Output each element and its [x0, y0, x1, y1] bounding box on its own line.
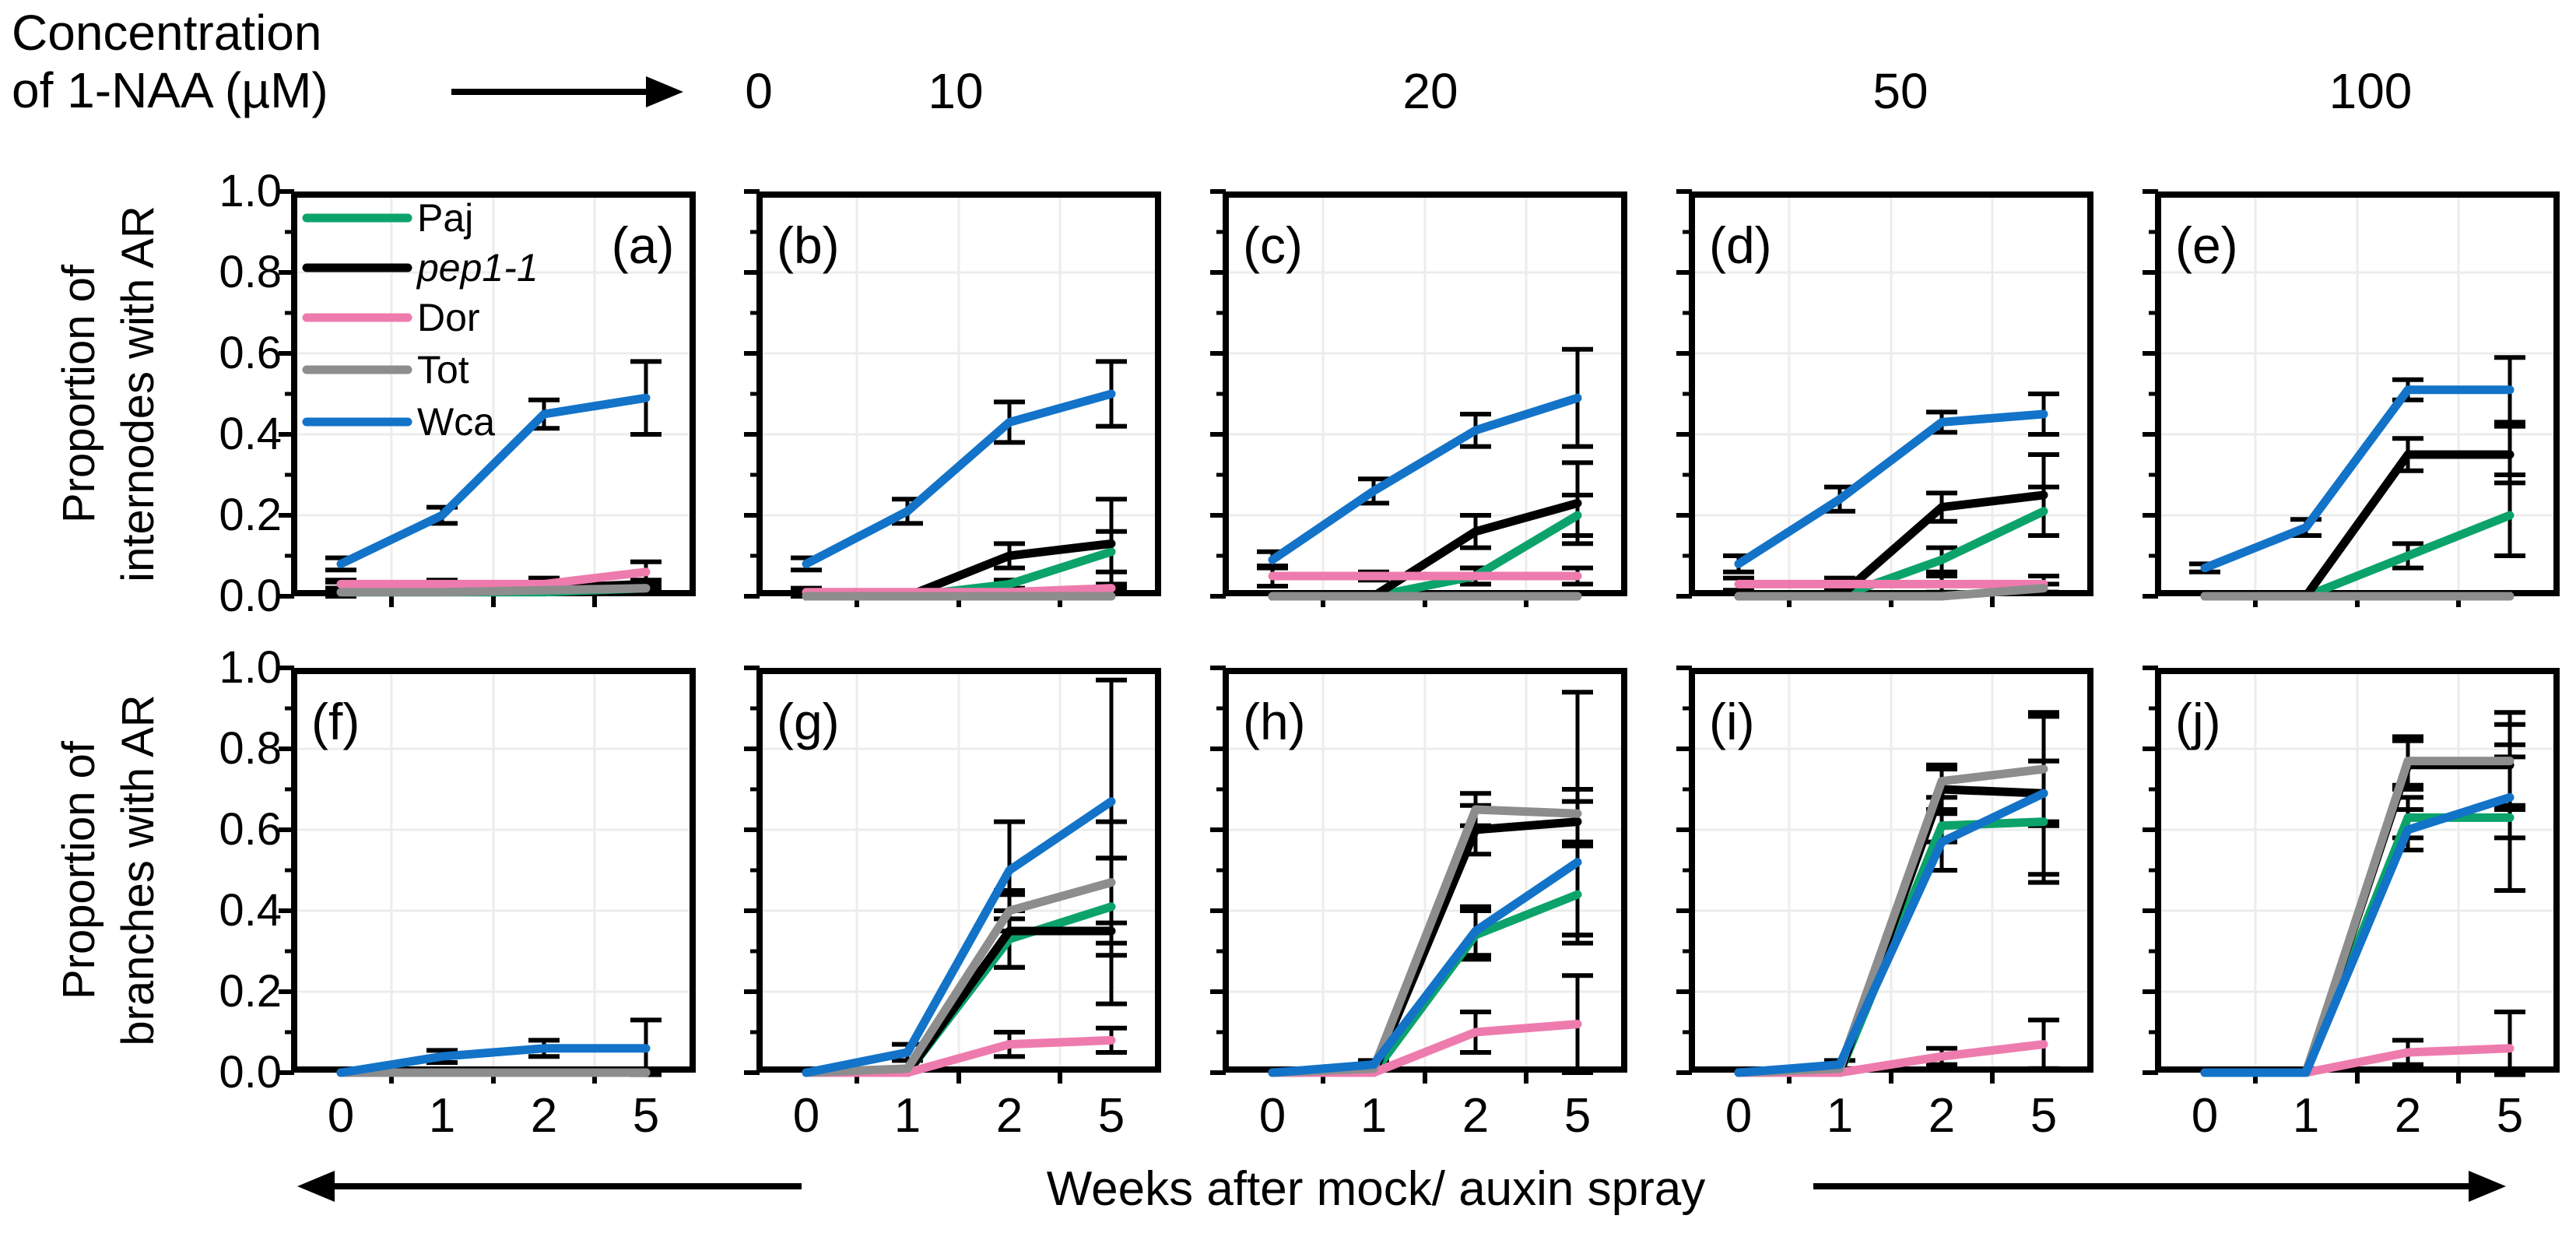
x-tick-label: 0: [327, 1089, 355, 1143]
panel-letter: (j): [2175, 693, 2221, 750]
legend-label-Paj: Paj: [417, 196, 473, 240]
panel-h-plot: (h): [1210, 666, 1627, 1084]
row1-y-axis-title-line1: Proportion of: [54, 264, 104, 524]
panel-letter: (d): [1709, 216, 1772, 274]
x-tick-label: 0: [792, 1089, 820, 1143]
panel-e-plot: (e): [2143, 189, 2560, 607]
concentration-label-100: 100: [2329, 63, 2413, 119]
panel-c-plot: (c): [1210, 189, 1627, 607]
row2-y-axis-title-line2: branches with AR: [113, 694, 163, 1046]
row1-y-axis-title-line2: internodes with AR: [113, 206, 163, 582]
x-tick-label: 2: [2394, 1089, 2422, 1143]
panel-letter: (h): [1243, 693, 1306, 750]
x-tick-label: 0: [1258, 1089, 1286, 1143]
series-line-Tot: [802, 878, 1116, 1077]
panel-a-plot: (a) Paj pep1-1 Dor Tot Wca: [279, 189, 696, 607]
y-tick-label-row1: 0.2: [219, 490, 282, 540]
panel-letter: (g): [777, 693, 840, 750]
x-tick-label: 5: [2030, 1089, 2058, 1143]
panel-letter: (e): [2175, 216, 2238, 274]
y-tick-label-row1: 1.0: [219, 166, 282, 216]
y-tick-label-row2: 0.0: [219, 1047, 282, 1098]
x-tick-label: 0: [2191, 1089, 2219, 1143]
x-tick-label: 1: [428, 1089, 456, 1143]
concentration-label-20: 20: [1402, 63, 1458, 119]
concentration-label-50: 50: [1872, 63, 1928, 119]
series-line-Tot: [1734, 584, 2048, 601]
x-tick-label: 5: [1563, 1089, 1592, 1143]
header-title-line1: Concentration: [12, 5, 322, 61]
row2-y-axis-title-line1: Proportion of: [54, 740, 104, 1000]
legend-label-Tot: Tot: [417, 348, 469, 392]
concentration-label-10: 10: [928, 63, 984, 119]
series-line-Dor: [802, 584, 1116, 597]
legend-label-Dor: Dor: [417, 296, 480, 339]
x-tick-label: 2: [1462, 1089, 1490, 1143]
series-line-Wca: [2200, 792, 2515, 1077]
concentration-label-0: 0: [745, 63, 773, 119]
y-tick-label-row1: 0.6: [219, 328, 282, 378]
y-tick-label-row2: 0.6: [219, 804, 282, 855]
y-tick-label-row2: 0.8: [219, 723, 282, 774]
y-tick-label-row1: 0.4: [219, 409, 282, 459]
x-tick-label: 5: [2496, 1089, 2524, 1143]
panel-letter: (c): [1243, 216, 1303, 274]
series-line-Wca: [2200, 385, 2515, 573]
y-tick-label-row2: 0.4: [219, 885, 282, 936]
series-line-Wca: [1268, 858, 1582, 1077]
y-tick-label-row1: 0.8: [219, 247, 282, 297]
series-line-Tot: [336, 584, 651, 597]
panel-g-plot: (g): [744, 666, 1161, 1084]
panel-j-plot: (j): [2143, 666, 2560, 1084]
series-line-Wca: [336, 393, 651, 568]
panel-letter: (b): [777, 216, 840, 274]
panel-letter: (i): [1709, 693, 1755, 750]
panel-letter: (a): [612, 216, 675, 274]
series-line-Wca: [1734, 789, 2048, 1077]
x-tick-label: 2: [995, 1089, 1023, 1143]
legend-label-Wca: Wca: [417, 400, 495, 444]
y-tick-label-row2: 0.2: [219, 966, 282, 1017]
y-tick-label-row2: 1.0: [219, 642, 282, 693]
right-arrow-bottom-icon: [1813, 1171, 2506, 1202]
x-axis-title: Weeks after mock/ auxin spray: [1046, 1162, 1706, 1216]
legend-label-pep1-1: pep1-1: [416, 246, 539, 290]
x-tick-label: 1: [1826, 1089, 1854, 1143]
x-tick-label: 0: [1725, 1089, 1753, 1143]
x-tick-label: 2: [1928, 1089, 1956, 1143]
series-line-Dor: [336, 567, 651, 588]
x-tick-label: 5: [1097, 1089, 1125, 1143]
left-arrow-icon: [297, 1171, 802, 1202]
x-tick-label: 2: [530, 1089, 558, 1143]
x-tick-label: 1: [893, 1089, 921, 1143]
series-line-Wca: [802, 389, 1116, 568]
panel-f-plot: (f): [279, 666, 696, 1084]
right-arrow-icon: [451, 76, 683, 107]
series-line-Wca: [1734, 409, 2048, 568]
panel-b-plot: (b): [744, 189, 1161, 607]
y-tick-label-row1: 0.0: [219, 571, 282, 621]
series-line-Wca: [1268, 393, 1582, 564]
x-tick-label: 5: [632, 1089, 660, 1143]
panel-d-plot: (d): [1676, 189, 2093, 607]
x-tick-label: 1: [1360, 1089, 1388, 1143]
header-title-line2: of 1-NAA (µM): [12, 62, 328, 118]
panel-i-plot: (i): [1676, 666, 2093, 1084]
panel-letter: (f): [311, 693, 360, 750]
series-line-Wca: [336, 1044, 651, 1077]
x-tick-label: 1: [2292, 1089, 2320, 1143]
series-line-Wca: [802, 797, 1116, 1077]
